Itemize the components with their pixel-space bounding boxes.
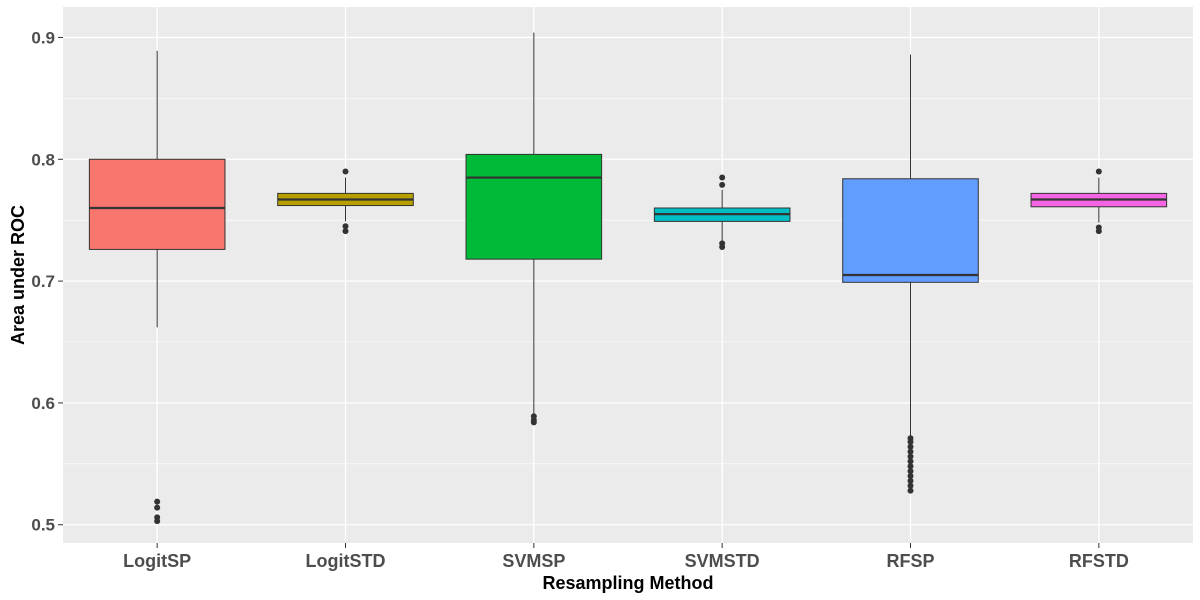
y-tick-label: 0.5 (31, 516, 55, 535)
outlier-point (907, 448, 914, 455)
x-axis-title: Resampling Method (542, 573, 713, 593)
box-svmsp (465, 32, 603, 426)
box-body (88, 158, 226, 250)
y-axis-title: Area under ROC (8, 205, 28, 345)
y-tick-label: 0.6 (31, 394, 55, 413)
outlier-point (907, 487, 914, 494)
outlier-point (1095, 224, 1102, 231)
plot-panel (63, 7, 1193, 543)
outlier-point (530, 413, 537, 420)
y-tick-label: 0.9 (31, 28, 55, 47)
outlier-point (719, 174, 726, 181)
outlier-point (1095, 168, 1102, 175)
boxes-layer (88, 32, 1168, 525)
outlier-point (907, 463, 914, 470)
outlier-point (342, 223, 349, 230)
box-body (465, 153, 603, 260)
outlier-point (907, 482, 914, 489)
outlier-point (154, 514, 161, 521)
outlier-point (907, 453, 914, 460)
x-tick-label: RFSTD (1069, 551, 1129, 571)
box-body (842, 178, 979, 283)
outlier-point (907, 443, 914, 450)
outlier-point (154, 498, 161, 505)
x-tick-label: LogitSP (123, 551, 191, 571)
box-logitsp (88, 50, 226, 525)
outlier-point (907, 435, 914, 442)
outlier-point (907, 473, 914, 479)
y-tick-label: 0.8 (31, 150, 55, 169)
box-rfstd (1030, 168, 1168, 235)
y-tick-label: 0.7 (31, 272, 55, 291)
x-tick-label: LogitSTD (306, 551, 386, 571)
outlier-point (719, 240, 726, 247)
outlier-point (907, 468, 914, 475)
outlier-point (719, 181, 726, 188)
box-svmstd (653, 174, 791, 250)
outlier-point (907, 458, 914, 465)
outlier-point (342, 228, 349, 235)
minor-gridlines (63, 98, 1193, 465)
box-rfsp (842, 54, 979, 494)
x-tick-label: RFSP (886, 551, 934, 571)
x-tick-label: SVMSP (502, 551, 565, 571)
x-axis-ticks: LogitSP LogitSTD SVMSP SVMSTD RFSP RFSTD (123, 543, 1129, 571)
x-tick-label: SVMSTD (685, 551, 760, 571)
outlier-point (154, 504, 161, 511)
y-axis-ticks: 0.5 0.6 0.7 0.8 0.9 (31, 28, 63, 535)
outlier-point (342, 168, 349, 175)
box-logitstd (277, 168, 414, 235)
outlier-point (907, 477, 914, 484)
